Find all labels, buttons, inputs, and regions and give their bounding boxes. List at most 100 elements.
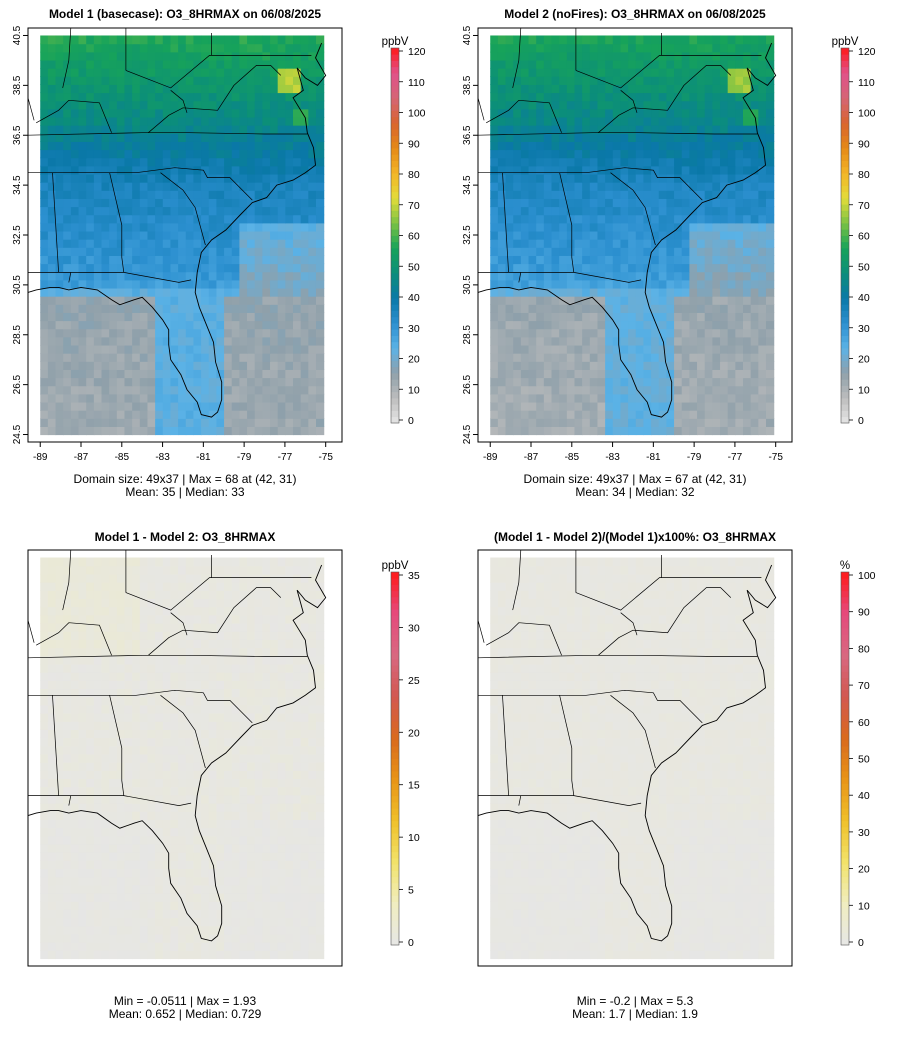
grid-cell [300, 909, 309, 919]
grid-cell [231, 173, 240, 183]
grid-cell [47, 884, 57, 894]
grid-cell [674, 116, 683, 126]
grid-cell [147, 173, 156, 183]
grid-cell [55, 344, 64, 354]
grid-cell [155, 753, 164, 763]
grid-cell [597, 116, 606, 126]
grid-cell [765, 320, 775, 330]
grid-cell [231, 385, 240, 395]
grid-cell [750, 206, 759, 216]
grid-cell [750, 76, 759, 85]
grid-cell [262, 173, 271, 183]
grid-cell [666, 165, 675, 175]
state-border [125, 55, 312, 89]
colorbar-segment [391, 329, 399, 336]
grid-cell [47, 377, 57, 387]
grid-cell [216, 762, 225, 771]
grid-cell [666, 51, 675, 61]
grid-cell [300, 133, 309, 142]
grid-cell [712, 35, 721, 45]
grid-cell [109, 401, 118, 411]
colorbar-tick-label: 120 [858, 46, 876, 58]
grid-cell [270, 884, 279, 894]
colorbar-segment [841, 410, 849, 418]
grid-cell [185, 84, 195, 94]
grid-cell [605, 279, 614, 289]
grid-cell [262, 328, 271, 338]
grid-cell [628, 410, 637, 419]
grid-cell [78, 369, 87, 379]
grid-cell [216, 133, 225, 142]
grid-cell [239, 263, 248, 273]
grid-cell [612, 320, 622, 330]
grid-cell [765, 149, 775, 159]
grid-cell [712, 59, 721, 69]
grid-cell [727, 255, 736, 265]
grid-cell [101, 271, 110, 281]
grid-cell [70, 361, 80, 370]
grid-cell [55, 712, 64, 722]
grid-cell [239, 206, 248, 216]
grid-cell [132, 369, 141, 379]
grid-cell [308, 901, 317, 910]
grid-cell [109, 141, 118, 151]
grid-cell [132, 410, 141, 419]
grid-cell [743, 92, 752, 102]
grid-cell [224, 843, 233, 853]
grid-cell [743, 51, 752, 61]
grid-cell [628, 369, 637, 379]
colorbar-tick-label: 100 [408, 108, 426, 120]
grid-cell [47, 263, 57, 273]
grid-cell [132, 893, 141, 902]
grid-cell [63, 76, 72, 85]
grid-cell [247, 786, 256, 796]
grid-cell [201, 729, 210, 739]
grid-cell [628, 336, 637, 346]
grid-cell [520, 190, 530, 199]
grid-cell [765, 410, 775, 419]
grid-cell [689, 157, 698, 167]
grid-cell [300, 239, 309, 248]
grid-cell [277, 125, 286, 134]
grid-cell [300, 287, 309, 297]
grid-cell [124, 811, 133, 820]
colorbar-segment [391, 316, 399, 324]
grid-cell [78, 729, 87, 739]
grid-cell [658, 165, 668, 175]
grid-cell [78, 835, 87, 845]
grid-cell [132, 59, 141, 69]
grid-cell [566, 377, 576, 387]
grid-cell [520, 230, 530, 240]
grid-cell [513, 336, 522, 346]
grid-cell [651, 116, 660, 126]
grid-cell [170, 762, 179, 771]
grid-cell [735, 401, 744, 411]
grid-cell [93, 296, 103, 305]
grid-cell [315, 173, 325, 183]
grid-cell [520, 239, 530, 248]
grid-cell [582, 133, 591, 142]
coastline [27, 42, 327, 418]
grid-cell [277, 843, 286, 853]
grid-cell [643, 173, 652, 183]
grid-cell [139, 369, 149, 379]
grid-cell [293, 296, 302, 305]
grid-cell [101, 312, 110, 322]
grid-cell [185, 393, 195, 403]
grid-cell [308, 222, 317, 232]
grid-cell [497, 344, 507, 354]
grid-cell [697, 222, 706, 232]
grid-cell [765, 68, 775, 77]
grid-cell [63, 410, 72, 419]
grid-cell [765, 255, 775, 265]
grid-cell [551, 116, 560, 126]
grid-cell [497, 377, 507, 387]
grid-cell [147, 116, 156, 126]
grid-cell [277, 68, 286, 77]
grid-cell [528, 287, 537, 297]
colorbar-segment [391, 223, 399, 230]
grid-cell [116, 182, 126, 191]
grid-cell [735, 190, 744, 199]
grid-cell [559, 287, 568, 297]
grid-cell [520, 133, 530, 142]
